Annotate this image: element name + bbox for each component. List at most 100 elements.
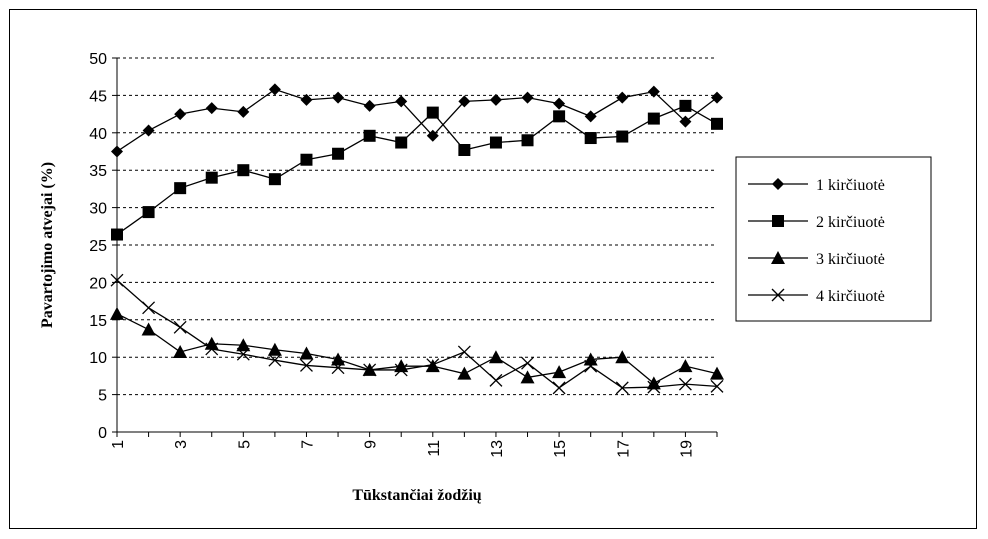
data-point — [458, 95, 471, 108]
data-point — [678, 377, 692, 391]
data-point — [457, 345, 471, 359]
data-point — [679, 115, 692, 128]
legend-marker — [772, 215, 784, 227]
marker-stroke — [426, 358, 440, 372]
y-tick-label: 10 — [89, 350, 107, 367]
legend-marker — [772, 178, 784, 190]
data-point — [711, 91, 723, 104]
data-point — [553, 110, 566, 123]
marker-stroke — [236, 347, 250, 361]
data-point — [237, 105, 250, 118]
data-point — [426, 129, 439, 142]
data-point — [553, 97, 566, 110]
data-point — [205, 342, 219, 356]
data-point — [616, 91, 629, 104]
series-2 — [111, 99, 723, 241]
x-tick-label: 9 — [363, 440, 380, 449]
x-tick-label: 3 — [173, 440, 190, 449]
data-point — [710, 366, 724, 380]
data-point — [552, 365, 567, 379]
data-point — [300, 358, 313, 372]
data-point — [331, 352, 346, 366]
data-point — [395, 95, 408, 108]
data-point — [647, 85, 660, 98]
y-tick-label: 20 — [89, 275, 107, 292]
y-tick-label: 45 — [89, 88, 107, 105]
data-point — [299, 346, 314, 360]
marker-stroke — [173, 320, 187, 334]
data-point — [363, 99, 376, 112]
data-point — [332, 147, 345, 160]
x-tick-label: 5 — [236, 440, 253, 449]
data-point — [268, 83, 281, 96]
y-tick-label: 40 — [89, 126, 107, 143]
data-point — [678, 359, 693, 373]
data-point — [489, 373, 503, 387]
y-tick-label: 35 — [89, 163, 107, 180]
x-tick-label: 15 — [552, 440, 569, 458]
data-point — [710, 379, 724, 393]
data-point — [647, 112, 660, 125]
marker-stroke — [363, 363, 377, 377]
data-point — [616, 130, 629, 143]
data-point — [646, 376, 661, 390]
data-point — [173, 344, 188, 358]
data-point — [363, 363, 377, 377]
marker-stroke — [552, 381, 566, 395]
data-point — [174, 182, 187, 195]
marker-stroke — [615, 381, 629, 395]
y-tick-label: 5 — [98, 388, 107, 405]
data-point — [615, 350, 630, 364]
marker-stroke — [489, 373, 503, 387]
data-point — [521, 91, 534, 104]
y-axis-ticks: 0 5 10 15 20 25 30 35 40 45 50 — [89, 51, 117, 442]
data-point — [236, 347, 250, 361]
data-point — [521, 134, 534, 147]
data-point — [174, 108, 187, 121]
marker-stroke — [678, 377, 692, 391]
marker-stroke — [771, 288, 785, 302]
legend-item-1: 1 kirčiuotė — [748, 177, 885, 194]
data-point — [394, 363, 408, 377]
marker-stroke — [205, 342, 219, 356]
y-tick-label: 25 — [89, 238, 107, 255]
data-point — [300, 153, 313, 166]
legend-marker — [771, 251, 785, 264]
x-tick-label: 7 — [299, 440, 316, 449]
data-point — [458, 144, 471, 157]
legend-item-4: 4 kirčiuotė — [748, 288, 885, 305]
x-tick-label: 1 — [110, 440, 127, 449]
data-point — [584, 359, 598, 373]
data-point — [395, 136, 408, 149]
data-point — [267, 342, 282, 356]
data-point — [647, 380, 661, 394]
marker-stroke — [268, 353, 282, 367]
y-axis-title: Pavartojimo atvejai (%) — [39, 162, 56, 328]
marker-stroke — [457, 345, 471, 359]
marker-stroke — [394, 363, 408, 377]
series-line — [116, 279, 718, 389]
data-point — [363, 129, 376, 142]
legend-label: 2 kirčiuotė — [816, 214, 885, 231]
legend-item-2: 2 kirčiuotė — [748, 214, 885, 231]
x-axis-ticks: 1 3 5 7 9 11 13 15 17 19 — [110, 432, 718, 458]
data-point — [426, 358, 440, 372]
marker-stroke — [300, 358, 313, 372]
marker-stroke — [584, 359, 598, 373]
data-point — [237, 164, 250, 177]
x-axis-title: Tūkstančiai žodžių — [352, 487, 481, 504]
data-point — [268, 353, 282, 367]
data-point — [489, 136, 502, 149]
data-point — [141, 322, 156, 336]
data-point — [205, 102, 218, 115]
data-point — [679, 99, 692, 112]
series-4 — [110, 273, 724, 395]
marker-stroke — [331, 361, 345, 375]
data-point — [205, 171, 218, 184]
series-1 — [111, 83, 723, 158]
y-tick-label: 50 — [89, 51, 107, 68]
legend: 1 kirčiuotė 2 kirčiuotė 3 kirčiuotė 4 kirči… — [735, 156, 932, 322]
data-point — [488, 350, 503, 364]
series-layer — [110, 83, 724, 395]
